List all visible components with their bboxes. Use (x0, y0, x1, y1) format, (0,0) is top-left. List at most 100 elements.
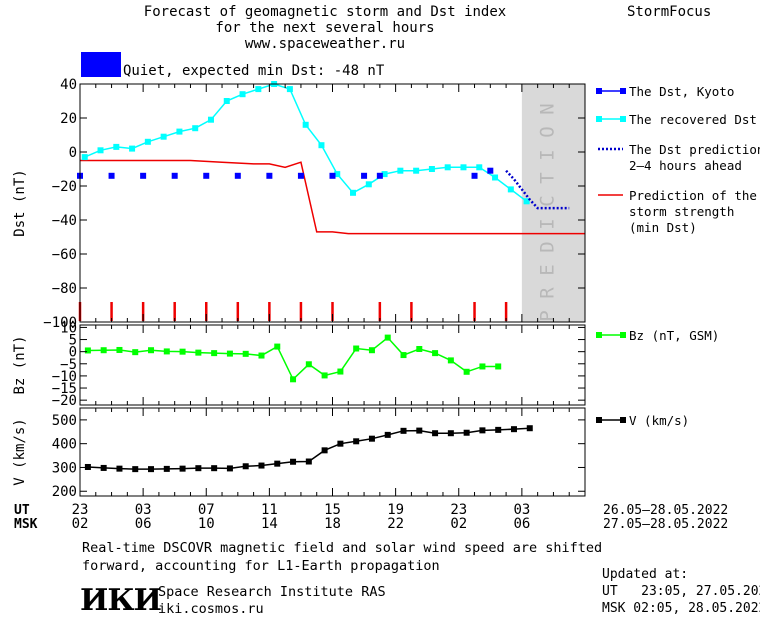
recovered-dst-point (160, 133, 167, 140)
recovered-dst-point (350, 189, 357, 196)
speed-point (447, 430, 454, 437)
speed-point (195, 465, 202, 472)
recovered-dst-point (381, 171, 388, 178)
speed-point (226, 465, 233, 472)
speed-legend-marker (596, 417, 602, 423)
dst-kyoto-point (140, 172, 147, 179)
bz-point (132, 349, 139, 356)
bz-point (479, 363, 486, 370)
bz-point (495, 363, 502, 370)
msk-axis-label: MSK (14, 517, 38, 532)
msk-tick-label: 06 (513, 516, 530, 532)
recovered-dst-point (302, 121, 309, 128)
bz-point (116, 346, 123, 353)
speed-point (100, 464, 107, 471)
recovered-dst-point (397, 167, 404, 174)
bz-ytick-label: −15 (52, 381, 77, 397)
dst-kyoto-point (297, 172, 304, 179)
recovered-dst-point (365, 181, 372, 188)
ut-tick-label: 19 (387, 502, 404, 518)
dst-kyoto-point (487, 167, 494, 174)
dst-kyoto-point (234, 172, 241, 179)
speed-point (432, 430, 439, 437)
bz-point (290, 376, 297, 383)
chart-title-line-3: www.spaceweather.ru (244, 36, 406, 52)
recovered-dst-point (239, 91, 246, 98)
prediction-label-letter: I (536, 218, 558, 229)
dst-ytick-label: 0 (69, 145, 77, 161)
bz-point (447, 357, 454, 364)
speed-point (274, 460, 281, 467)
bz-point (226, 350, 233, 357)
ut-date-range: 26.05–28.05.2022 (603, 503, 728, 518)
dst-ytick-label: −100 (43, 315, 77, 331)
dst-kyoto-point (361, 172, 368, 179)
speed-point (353, 438, 360, 445)
bz-point (211, 350, 218, 357)
recovered-dst-point (129, 145, 136, 152)
msk-date-range: 27.05–28.05.2022 (603, 517, 728, 532)
recovered-dst-point (286, 86, 293, 93)
prediction-label-letter: O (536, 126, 558, 137)
recovered-dst-legend-marker (596, 116, 602, 122)
ut-tick-label: 03 (135, 502, 152, 518)
dst-kyoto-point (376, 172, 383, 179)
footer-note-line-1: Real-time DSCOVR magnetic field and sola… (82, 540, 603, 556)
bz-point (321, 372, 328, 379)
speed-legend-marker (620, 417, 626, 423)
dst-ytick-label: −20 (52, 179, 77, 195)
recovered-dst-point (334, 171, 341, 178)
status-color-box (81, 52, 121, 77)
bz-ytick-label: −20 (52, 393, 77, 409)
updated-ut: UT 23:05, 27.05.2022 (602, 584, 760, 599)
recovered-dst-legend-label: The recovered Dst (629, 112, 757, 127)
storm-strength-legend-label: Prediction of the (629, 188, 757, 203)
storm-strength-legend-label: storm strength (629, 204, 734, 219)
bz-point (432, 350, 439, 357)
speed-point (526, 425, 533, 432)
speed-point (84, 463, 91, 470)
speed-ytick-label: 500 (52, 413, 77, 429)
ut-tick-label: 07 (198, 502, 215, 518)
recovered-dst-point (428, 166, 435, 172)
bz-legend-label: Bz (nT, GSM) (629, 328, 719, 343)
bz-point (179, 348, 186, 355)
recovered-dst-legend-marker (620, 116, 626, 122)
speed-ytick-label: 400 (52, 437, 77, 453)
msk-tick-label: 02 (450, 516, 467, 532)
recovered-dst-point (207, 116, 214, 123)
speed-ytick-label: 300 (52, 460, 77, 476)
recovered-dst-point (444, 164, 451, 171)
recovered-dst-point (255, 86, 262, 93)
updated-label: Updated at: (602, 567, 689, 582)
speed-point (148, 466, 155, 473)
bz-point (84, 347, 91, 354)
dst-kyoto-point (203, 172, 210, 179)
bz-panel-frame (79, 324, 586, 406)
speed-point (321, 447, 328, 454)
bz-point (148, 347, 155, 354)
dst-ytick-label: 40 (60, 77, 77, 93)
recovered-dst-point (97, 147, 104, 154)
recovered-dst-point (413, 167, 420, 174)
footer-note-line-2: forward, accounting for L1-Earth propaga… (82, 558, 440, 574)
bz-line (87, 336, 499, 381)
dst-ytick-label: −60 (52, 247, 77, 263)
speed-point (400, 427, 407, 434)
dst-prediction-line (505, 169, 570, 210)
bz-legend-marker (620, 332, 626, 338)
dst-kyoto-point (108, 172, 115, 179)
prediction-label-letter: P (536, 310, 558, 321)
bz-ytick-label: −5 (60, 357, 77, 373)
bz-ytick-label: 5 (69, 333, 77, 349)
bz-point (368, 347, 375, 354)
status-text: Quiet, expected min Dst: -48 nT (123, 63, 385, 79)
chart-title-line-1: Forecast of geomagnetic storm and Dst in… (143, 4, 507, 20)
updated-msk: MSK 02:05, 28.05.2022 (602, 601, 760, 616)
ut-axis-label: UT (14, 503, 30, 518)
bz-ylabel: Bz (nT) (12, 335, 28, 394)
bz-point (195, 349, 202, 356)
speed-point (305, 458, 312, 465)
speed-point (479, 427, 486, 434)
